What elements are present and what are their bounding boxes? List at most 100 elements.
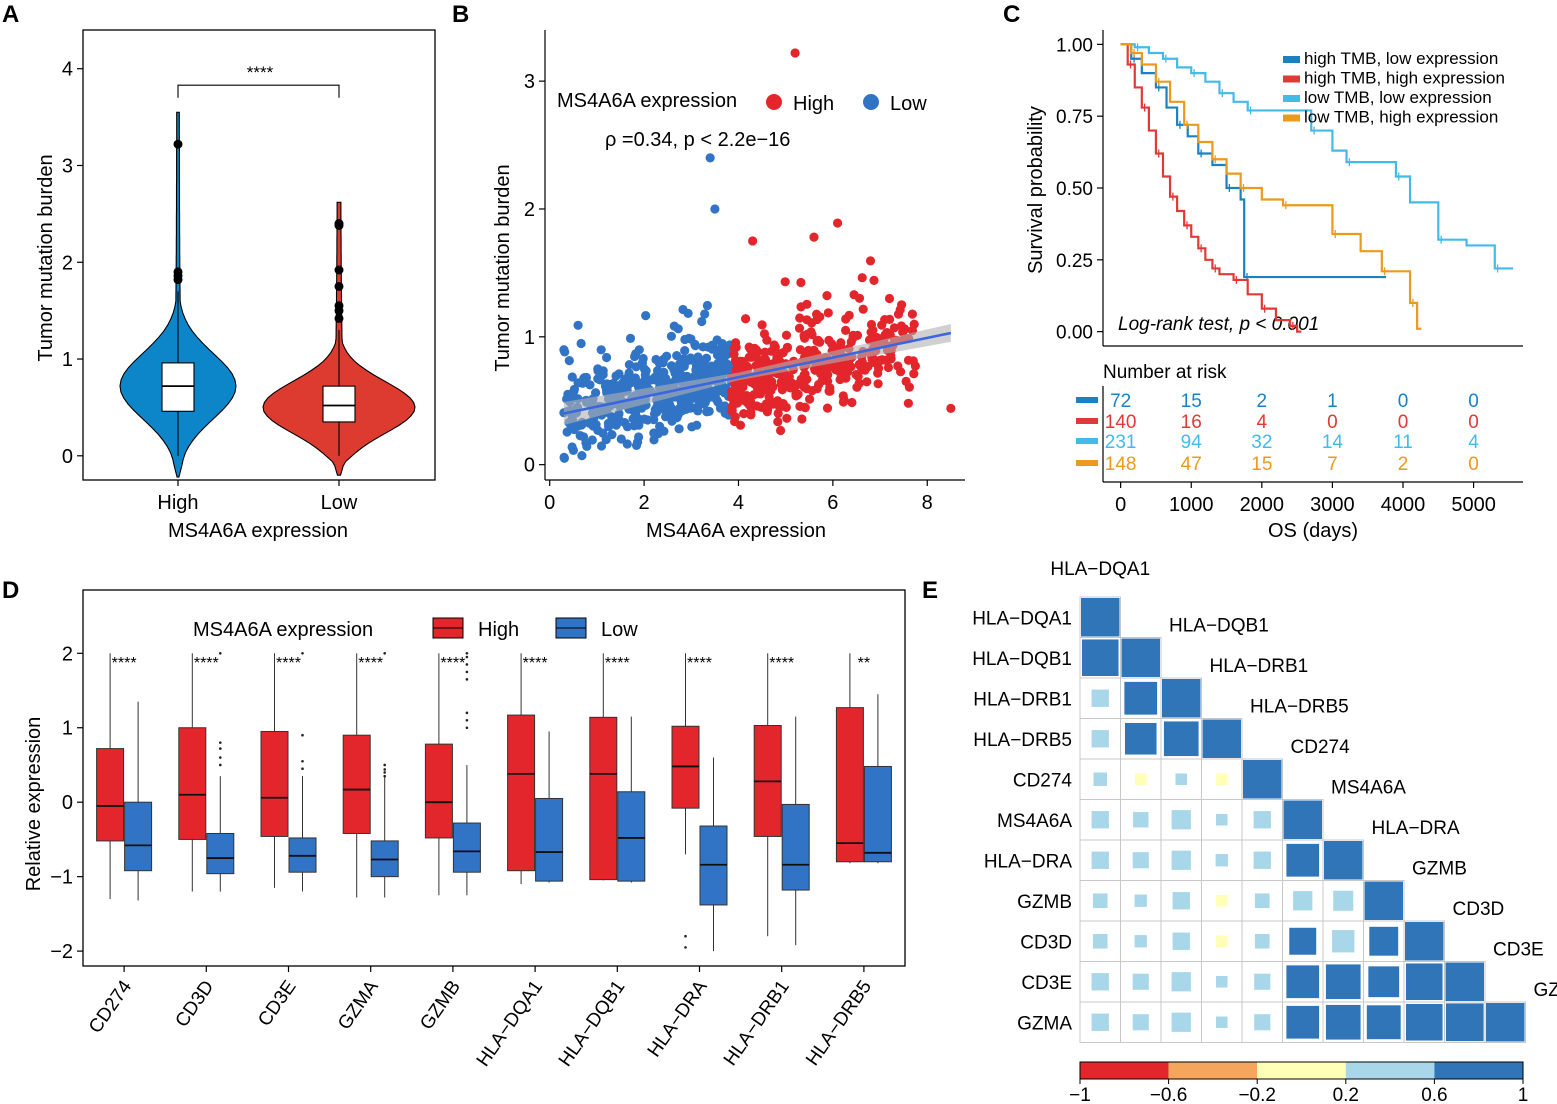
scatter-point-high bbox=[825, 383, 835, 393]
km-legend-swatch bbox=[1283, 95, 1300, 102]
heatmap-cell bbox=[1171, 1012, 1191, 1032]
scatter-point-low bbox=[687, 422, 697, 432]
scatter-point-low bbox=[576, 338, 586, 349]
scatter-point-high bbox=[877, 355, 887, 365]
heatmap-cell bbox=[1162, 679, 1201, 718]
scatter-point-high bbox=[886, 354, 896, 364]
scatter-point bbox=[790, 48, 800, 58]
heatmap-cell bbox=[1368, 966, 1400, 998]
scatter-point-high bbox=[839, 361, 849, 371]
heatmap-cell bbox=[1486, 1003, 1525, 1042]
violin-ytick-label: 1 bbox=[62, 349, 73, 371]
risk-cell: 0 bbox=[1398, 412, 1409, 433]
colorbar-segment bbox=[1168, 1062, 1258, 1079]
scatter-point-high bbox=[765, 395, 775, 405]
colorbar-frame bbox=[1079, 1061, 1524, 1080]
scatter-point-high bbox=[776, 425, 786, 436]
scatter-point-high bbox=[741, 361, 752, 371]
boxplot-category-label: CD274 bbox=[85, 976, 136, 1037]
heatmap-cell bbox=[1369, 926, 1399, 956]
heatmap-cell bbox=[1091, 973, 1109, 991]
scatter-legend-low: Low bbox=[890, 93, 927, 115]
scatter-point-high bbox=[739, 409, 749, 419]
heatmap-cell bbox=[1215, 894, 1228, 907]
risk-cell: 140 bbox=[1105, 412, 1137, 433]
scatter-point-low bbox=[666, 331, 677, 341]
boxplot-frame bbox=[82, 589, 906, 967]
scatter-point-low bbox=[649, 428, 659, 438]
risk-cell: 47 bbox=[1181, 454, 1202, 475]
heatmap-row-label: CD3E bbox=[1021, 973, 1072, 994]
heatmap-diagonal-label: CD274 bbox=[1291, 737, 1351, 758]
scatter-point-low bbox=[693, 401, 703, 411]
scatter-point-low bbox=[693, 352, 703, 362]
boxplot-significance: **** bbox=[358, 655, 383, 672]
scatter-point-low bbox=[708, 367, 718, 377]
violin-outlier bbox=[334, 313, 344, 323]
scatter-point-low bbox=[694, 360, 704, 370]
scatter-xtick-label: 4 bbox=[733, 492, 744, 514]
scatter-point-low bbox=[602, 352, 612, 363]
heatmap-cell bbox=[1175, 773, 1188, 786]
scatter-point-high bbox=[857, 273, 867, 283]
scatter-point-low bbox=[573, 320, 583, 330]
boxplot-box-low bbox=[206, 832, 235, 875]
scatter-point-low bbox=[663, 406, 674, 416]
scatter-point-high bbox=[821, 363, 831, 373]
panel-label-b: B bbox=[452, 1, 469, 28]
km-curve bbox=[1120, 43, 1387, 279]
boxplot-category-label: GZMB bbox=[416, 977, 465, 1034]
violin-chart: Tumor mutation burden MS4A6A expression … bbox=[35, 29, 436, 542]
boxplot-significance: **** bbox=[523, 655, 548, 672]
heatmap-row-label: CD3D bbox=[1020, 932, 1072, 953]
km-ytick-label: 0.25 bbox=[1056, 251, 1093, 272]
scatter-point-high bbox=[869, 275, 879, 285]
heatmap-diagonal-label: CD3E bbox=[1493, 940, 1544, 961]
scatter-point-high bbox=[847, 397, 857, 408]
scatter-point-high bbox=[822, 291, 832, 301]
risk-cell: 1 bbox=[1327, 391, 1338, 412]
scatter-xlabel: MS4A6A expression bbox=[646, 520, 826, 542]
colorbar-segment bbox=[1434, 1062, 1523, 1079]
scatter-point-high bbox=[823, 370, 833, 380]
heatmap-cell bbox=[1445, 962, 1484, 1001]
scatter-point-high bbox=[794, 323, 805, 333]
km-ytick-label: 0.75 bbox=[1056, 107, 1093, 128]
scatter-point-high bbox=[790, 382, 800, 392]
scatter-ytick-label: 1 bbox=[524, 327, 535, 349]
scatter-point-low bbox=[596, 441, 607, 451]
scatter-point-high bbox=[812, 336, 822, 346]
scatter-point-low bbox=[622, 422, 633, 432]
scatter-point-high bbox=[910, 361, 921, 371]
scatter-xtick-label: 0 bbox=[544, 492, 555, 514]
heatmap-row-label: MS4A6A bbox=[997, 811, 1072, 832]
boxplot-outlier bbox=[465, 663, 469, 666]
boxplot-outlier bbox=[465, 655, 469, 659]
boxplot-box-low bbox=[535, 797, 564, 882]
risk-table-title: Number at risk bbox=[1103, 362, 1227, 383]
scatter-point-low bbox=[712, 345, 722, 355]
heatmap-cell bbox=[1093, 772, 1107, 786]
boxplot-category-label: GZMA bbox=[334, 977, 383, 1034]
scatter-point bbox=[946, 403, 956, 414]
boxplot-significance: **** bbox=[769, 655, 794, 672]
heatmap-cell bbox=[1081, 639, 1119, 677]
risk-row-swatch bbox=[1076, 438, 1098, 444]
scatter-point-high bbox=[889, 323, 900, 333]
boxplot-box-low bbox=[452, 822, 481, 873]
scatter-point-low bbox=[564, 356, 574, 366]
heatmap-cell bbox=[1215, 773, 1228, 786]
scatter-point-low bbox=[722, 343, 732, 353]
violin-box bbox=[161, 362, 195, 412]
scatter-point-high bbox=[883, 362, 894, 373]
boxplot-category-label: CD3D bbox=[172, 977, 219, 1031]
km-legend-swatch bbox=[1283, 75, 1300, 83]
scatter-point-low bbox=[591, 420, 601, 430]
heatmap-cell bbox=[1325, 964, 1361, 1000]
heatmap-cell bbox=[1293, 891, 1313, 911]
scatter-point-low bbox=[704, 406, 714, 416]
boxplot-box-low bbox=[124, 801, 153, 872]
scatter-ytick-label: 3 bbox=[524, 71, 535, 93]
scatter-point-low bbox=[702, 300, 713, 311]
